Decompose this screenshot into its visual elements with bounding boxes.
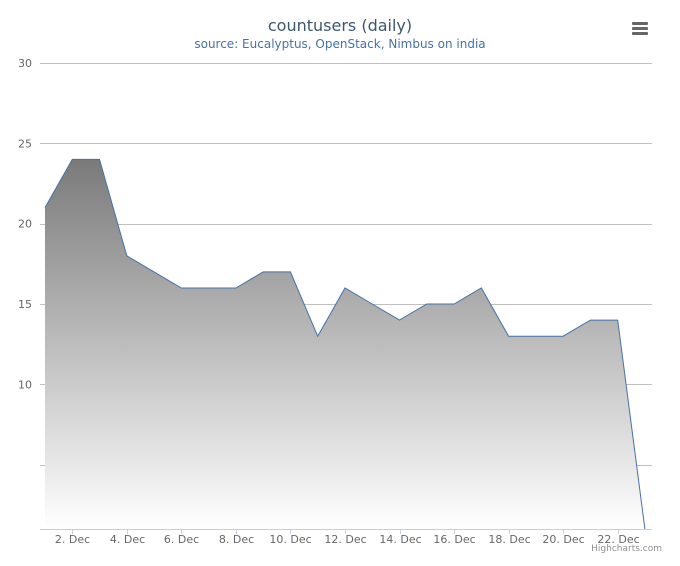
x-axis: 2. Dec 4. Dec 6. Dec 8. Dec 10. Dec 12. Dec 14…: [40, 529, 652, 546]
x-tick-label: 20. Dec: [542, 533, 584, 546]
series-area-fill: [45, 159, 645, 529]
y-tick-label: 10: [18, 378, 32, 391]
x-tick-label: 18. Dec: [488, 533, 530, 546]
y-tick-label: 25: [18, 137, 32, 150]
series-area: [44, 158, 646, 530]
x-tick-label: 14. Dec: [379, 533, 421, 546]
x-tick-label: 10. Dec: [269, 533, 311, 546]
y-tick-label: 30: [18, 57, 32, 70]
x-tick-label: 2. Dec: [55, 533, 90, 546]
y-tick-label: 15: [18, 298, 32, 311]
x-tick-label: 8. Dec: [219, 533, 254, 546]
credits-link[interactable]: Highcharts.com: [591, 544, 662, 554]
x-tick-label: 4. Dec: [110, 533, 145, 546]
y-axis: 10 15 20 25 30: [18, 57, 32, 391]
chart-title: countusers (daily): [267, 16, 413, 35]
series-line: [44, 158, 646, 530]
x-tick-label: 6. Dec: [164, 533, 199, 546]
menu-icon[interactable]: [630, 20, 650, 38]
y-tick-label: 20: [18, 218, 32, 231]
x-tick-label: 16. Dec: [433, 533, 475, 546]
x-tick-label: 12. Dec: [324, 533, 366, 546]
x-tick-label: 22. Dec: [597, 533, 639, 546]
chart-subtitle: source: Eucalyptus, OpenStack, Nimbus on…: [194, 37, 486, 51]
